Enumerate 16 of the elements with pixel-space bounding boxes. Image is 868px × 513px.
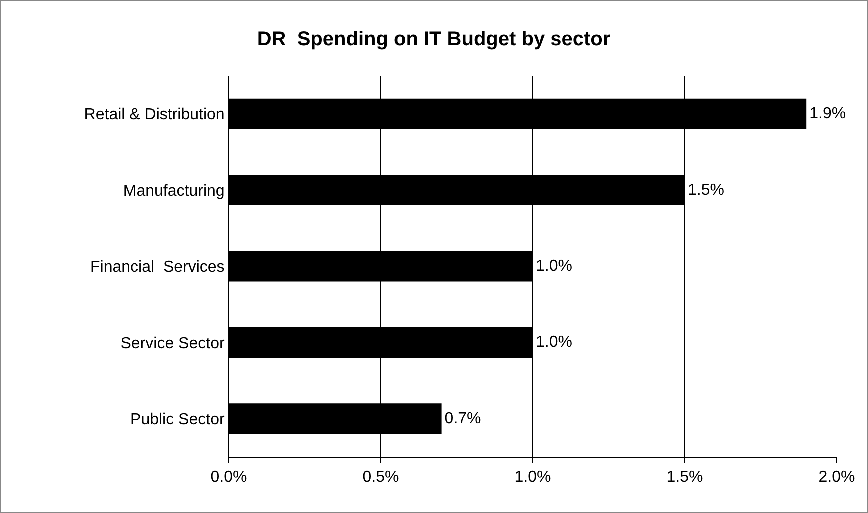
y-tick-label: Financial Services — [90, 259, 225, 276]
x-tick-label: 1.0% — [514, 469, 552, 486]
x-tick-label: 2.0% — [818, 469, 856, 486]
x-tick-label: 0.5% — [362, 469, 400, 486]
data-label: 1.9% — [810, 106, 846, 123]
chart-title: DR Spending on IT Budget by sector — [257, 28, 611, 51]
data-label: 1.0% — [536, 258, 572, 275]
y-tick-label: Public Sector — [130, 412, 226, 428]
x-tick-label: 1.5% — [666, 469, 704, 486]
y-tick-label: Retail & Distribution — [84, 106, 225, 124]
data-label: 0.7% — [444, 410, 482, 428]
x-tick-label: 0.0% — [210, 469, 248, 486]
data-label: 1.0% — [536, 334, 572, 352]
y-tick-label: Manufacturing — [123, 182, 225, 200]
data-label: 1.5% — [688, 182, 724, 199]
y-tick-label: Service Sector — [120, 335, 226, 352]
